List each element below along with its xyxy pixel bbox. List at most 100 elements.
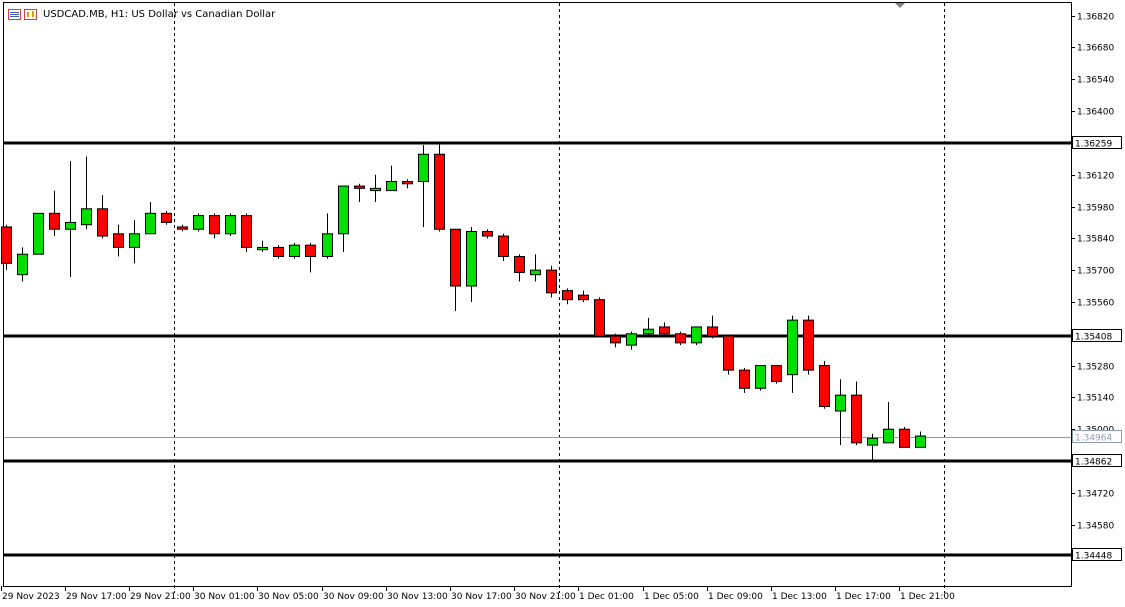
price-tick-label: 1.35280 bbox=[1077, 363, 1114, 373]
bear-candle bbox=[899, 428, 910, 448]
price-tick-label: 1.36400 bbox=[1077, 108, 1114, 118]
time-tick-label: 1 Dec 01:00 bbox=[579, 592, 634, 602]
bear-candle bbox=[514, 256, 525, 273]
bear-candle bbox=[594, 299, 605, 337]
bear-candle bbox=[610, 335, 621, 344]
level-price-label-box bbox=[1072, 548, 1122, 561]
bull-candle bbox=[530, 269, 541, 276]
time-tick-label: 30 Nov 05:00 bbox=[258, 592, 319, 602]
time-tick-label: 1 Dec 17:00 bbox=[836, 592, 891, 602]
bear-candle bbox=[819, 365, 830, 407]
bull-candle bbox=[626, 333, 637, 346]
price-tick-label: 1.35560 bbox=[1077, 299, 1114, 309]
chart-type-icon[interactable] bbox=[24, 8, 37, 20]
time-tick-label: 30 Nov 17:00 bbox=[451, 592, 512, 602]
bear-candle bbox=[498, 235, 509, 258]
bull-candle bbox=[883, 428, 894, 444]
level-price-label-box bbox=[1072, 136, 1122, 149]
time-tick-label: 1 Dec 13:00 bbox=[772, 592, 827, 602]
bull-candle bbox=[691, 326, 702, 344]
bear-candle bbox=[305, 244, 316, 258]
level-price-label-box bbox=[1072, 454, 1122, 467]
bear-candle bbox=[707, 326, 718, 337]
bear-candle bbox=[562, 290, 573, 301]
bull-candle bbox=[755, 365, 766, 389]
bull-candle bbox=[145, 212, 156, 235]
bear-candle bbox=[273, 246, 284, 258]
bull-candle bbox=[835, 394, 846, 412]
chart-header: USDCAD.MB, H1: US Dollar vs Canadian Dol… bbox=[8, 6, 275, 22]
bear-candle bbox=[450, 228, 461, 287]
bear-candle bbox=[771, 365, 782, 382]
time-tick-label: 1 Dec 21:00 bbox=[900, 592, 955, 602]
bear-candle bbox=[49, 212, 60, 230]
bear-candle bbox=[546, 269, 557, 294]
bear-candle bbox=[851, 394, 862, 444]
time-tick-label: 30 Nov 01:00 bbox=[194, 592, 255, 602]
bear-candle bbox=[659, 326, 670, 335]
time-tick-label: 30 Nov 13:00 bbox=[387, 592, 448, 602]
bear-candle bbox=[402, 181, 413, 185]
price-tick-label: 1.36820 bbox=[1077, 13, 1114, 23]
time-tick-label: 30 Nov 21:00 bbox=[515, 592, 576, 602]
bear-candle bbox=[97, 208, 108, 237]
bear-candle bbox=[803, 319, 814, 371]
bear-candle bbox=[739, 369, 750, 389]
bid-price-label-box bbox=[1072, 430, 1122, 443]
price-tick-label: 1.35840 bbox=[1077, 235, 1114, 245]
bull-candle bbox=[289, 244, 300, 258]
time-tick-label: 29 Nov 21:00 bbox=[130, 592, 191, 602]
bull-candle bbox=[257, 246, 268, 251]
bull-candle bbox=[33, 212, 44, 255]
level-price-label: 1.35408 bbox=[1075, 333, 1112, 343]
level-price-label-box bbox=[1072, 329, 1122, 342]
bull-candle bbox=[17, 253, 28, 276]
price-tick-label: 1.35140 bbox=[1077, 394, 1114, 404]
bear-candle bbox=[113, 233, 124, 248]
bull-candle bbox=[867, 437, 878, 446]
level-price-label: 1.36259 bbox=[1075, 140, 1112, 150]
bull-candle bbox=[787, 319, 798, 376]
plot-area[interactable] bbox=[3, 2, 1072, 587]
bull-candle bbox=[81, 208, 92, 226]
level-price-label: 1.34448 bbox=[1075, 552, 1112, 562]
chart-shift-marker-icon[interactable] bbox=[895, 3, 905, 8]
bull-candle bbox=[193, 215, 204, 230]
level-price-label: 1.34862 bbox=[1075, 458, 1112, 468]
price-tick-label: 1.36540 bbox=[1077, 76, 1114, 86]
bear-candle bbox=[241, 215, 252, 248]
price-tick-label: 1.35700 bbox=[1077, 267, 1114, 277]
time-tick-label: 30 Nov 09:00 bbox=[323, 592, 384, 602]
bear-candle bbox=[675, 333, 686, 344]
price-tick-label: 1.36680 bbox=[1077, 44, 1114, 54]
bear-candle bbox=[723, 335, 734, 371]
price-tick-label: 1.34720 bbox=[1077, 490, 1114, 500]
bid-price-label: 1.34964 bbox=[1075, 434, 1112, 444]
price-tick-label: 1.36120 bbox=[1077, 172, 1114, 182]
time-tick-label: 29 Nov 17:00 bbox=[66, 592, 127, 602]
bull-candle bbox=[643, 328, 654, 335]
time-tick-label: 1 Dec 05:00 bbox=[644, 592, 699, 602]
time-tick-label: 1 Dec 09:00 bbox=[708, 592, 763, 602]
bear-candle bbox=[1, 226, 12, 264]
chart-window-icon[interactable] bbox=[8, 8, 21, 20]
bull-candle bbox=[225, 215, 236, 235]
bull-candle bbox=[129, 233, 140, 248]
price-tick-label: 1.34580 bbox=[1077, 522, 1114, 532]
bull-candle bbox=[322, 233, 333, 258]
bull-candle bbox=[466, 231, 477, 287]
bear-candle bbox=[177, 226, 188, 230]
bear-candle bbox=[578, 294, 589, 301]
bear-candle bbox=[209, 215, 220, 235]
bull-candle bbox=[338, 185, 349, 235]
bear-candle bbox=[482, 231, 493, 237]
bull-candle bbox=[370, 187, 381, 192]
bear-candle bbox=[354, 185, 365, 189]
bull-candle bbox=[65, 221, 76, 230]
bull-candle bbox=[386, 181, 397, 192]
bull-candle bbox=[915, 435, 926, 448]
chart-title: USDCAD.MB, H1: US Dollar vs Canadian Dol… bbox=[43, 8, 276, 20]
price-tick-label: 1.35980 bbox=[1077, 204, 1114, 214]
